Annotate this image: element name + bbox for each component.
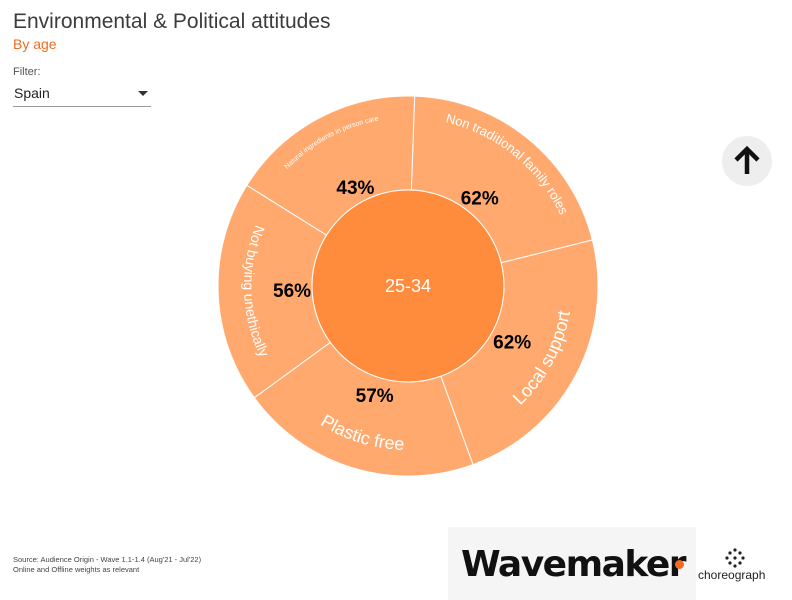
filter-selected-value: Spain [14,85,50,101]
page-subtitle: By age [13,36,57,52]
center-label: 25-34 [385,276,431,296]
source-line-2: Online and Offline weights as relevant [13,565,140,574]
chevron-down-icon [138,91,148,96]
source-line-1: Source: Audience Origin - Wave 1.1-1.4 (… [13,555,202,564]
choreograph-logo-text: choreograph [698,568,766,582]
choreograph-logo: choreograph [698,545,788,585]
page-title: Environmental & Political attitudes [13,10,331,33]
choreograph-mark-icon [725,548,745,568]
wavemaker-logo: Wavemaker [448,527,696,600]
segment-value-3: 56% [273,281,311,302]
scroll-top-button[interactable] [722,136,772,186]
arrow-up-icon [734,145,760,174]
segment-value-4: 43% [336,178,374,199]
segment-value-0: 62% [461,188,499,209]
wavemaker-logo-dot [675,560,684,569]
segment-value-1: 62% [493,332,531,353]
filter-label: Filter: [13,66,41,78]
country-filter-select[interactable]: Spain [13,80,151,107]
segment-value-2: 57% [356,386,394,407]
center-circle [311,189,505,383]
source-note: Source: Audience Origin - Wave 1.1-1.4 (… [13,555,201,575]
wavemaker-logo-text: Wavemaker [461,544,687,585]
